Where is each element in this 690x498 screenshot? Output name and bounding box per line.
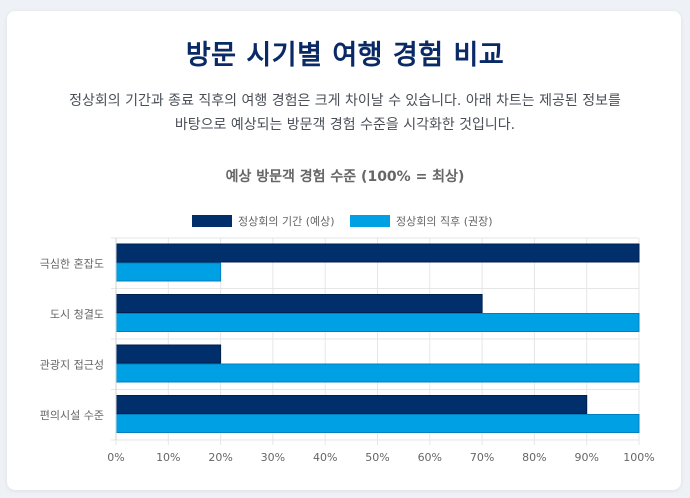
page-description: 정상회의 기간과 종료 직후의 여행 경험은 크게 차이날 수 있습니다. 아래… — [24, 89, 666, 137]
category-label: 극심한 혼잡도 — [40, 257, 104, 270]
x-tick-label: 100% — [623, 451, 654, 464]
chart-title: 예상 방문객 경험 수준 (100% = 최상) — [226, 168, 465, 185]
x-tick-label: 90% — [574, 451, 598, 464]
x-tick-label: 60% — [418, 451, 442, 464]
legend-series-2-swatch — [350, 215, 390, 227]
description-line-2: 바탕으로 예상되는 방문객 경험 수준을 시각화한 것입니다. — [174, 117, 516, 133]
x-tick-label: 10% — [156, 451, 180, 464]
x-tick-label: 40% — [313, 451, 337, 464]
bar-series-2 — [115, 313, 640, 332]
page-title: 방문 시기별 여행 경험 비교 — [185, 40, 505, 71]
category-label: 관광지 접근성 — [40, 358, 104, 371]
x-tick-label: 30% — [261, 451, 285, 464]
legend-series-1-swatch — [192, 215, 232, 227]
category-label: 도시 청결도 — [50, 308, 104, 321]
bar-series-1 — [115, 294, 483, 313]
bar-series-1 — [115, 243, 640, 263]
x-tick-label: 80% — [522, 451, 546, 464]
x-tick-label: 0% — [107, 451, 124, 464]
bar-series-2 — [115, 262, 222, 282]
bar-series-1 — [115, 395, 588, 414]
description-line-1: 정상회의 기간과 종료 직후의 여행 경험은 크게 차이날 수 있습니다. 아래… — [69, 93, 621, 109]
x-tick-label: 20% — [208, 451, 232, 464]
legend-series-1-label: 정상회의 기간 (예상) — [238, 215, 335, 228]
bar-series-1 — [115, 344, 222, 364]
bar-series-2 — [115, 414, 640, 433]
x-tick-label: 70% — [470, 451, 494, 464]
bar-series-2 — [115, 363, 640, 383]
x-tick-label: 50% — [365, 451, 389, 464]
legend-series-2-label: 정상회의 직후 (권장) — [396, 215, 493, 228]
category-label: 편의시설 수준 — [40, 409, 104, 422]
